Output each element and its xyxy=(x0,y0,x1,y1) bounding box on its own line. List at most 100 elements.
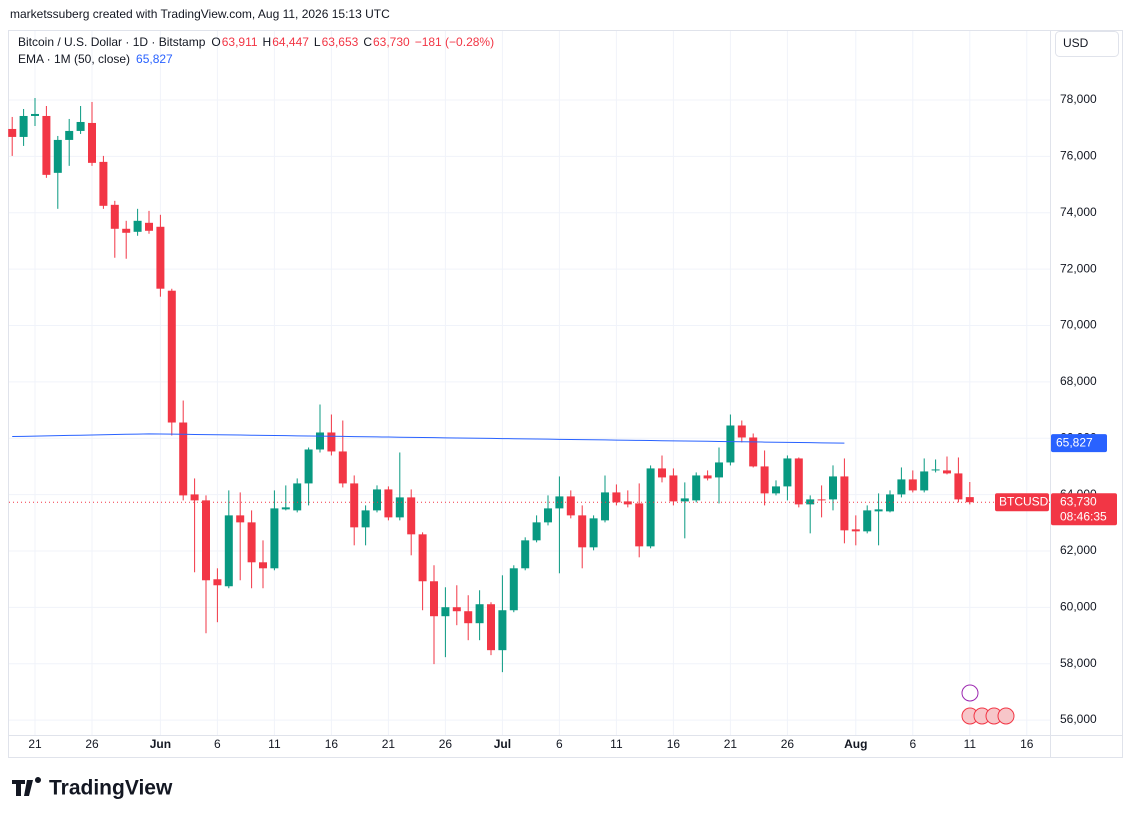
candle-body xyxy=(817,499,826,501)
currency-button[interactable] xyxy=(1055,31,1119,57)
x-tick-label: 16 xyxy=(667,737,681,751)
candle-body xyxy=(578,515,587,548)
candle-body xyxy=(42,115,51,175)
symbol-tag xyxy=(995,493,1049,512)
ohlc-value: 63,653 xyxy=(322,35,359,49)
y-tick-label: 78,000 xyxy=(1060,92,1097,106)
x-tick-label: 6 xyxy=(909,737,916,751)
x-tick-label: 6 xyxy=(214,737,221,751)
candle-body xyxy=(703,475,712,479)
candle-body xyxy=(407,497,416,535)
x-tick-label: 26 xyxy=(439,737,453,751)
logo-text: TradingView xyxy=(49,777,173,800)
x-tick-label: Jul xyxy=(494,737,511,751)
candle-body xyxy=(737,425,746,438)
last-price-label: 63,730 xyxy=(1060,494,1097,508)
candle-body xyxy=(418,534,427,582)
candle-body xyxy=(202,500,210,581)
candle-body xyxy=(65,130,74,140)
candle-body xyxy=(943,470,951,474)
candle-body xyxy=(452,607,461,612)
ohlc-key: H xyxy=(263,35,272,49)
change: −181 (−0.28%) xyxy=(415,35,494,49)
candle-body xyxy=(441,607,450,617)
candle-body xyxy=(623,501,632,505)
candle-body xyxy=(395,497,404,518)
candle-body xyxy=(327,432,336,452)
y-tick-label: 56,000 xyxy=(1060,712,1097,726)
candle-body xyxy=(190,494,199,501)
chart-frame xyxy=(8,30,1123,758)
x-tick-label: 21 xyxy=(28,737,42,751)
grid xyxy=(9,31,1050,735)
candle-body xyxy=(965,497,974,503)
candle-body xyxy=(589,518,598,548)
candle-body xyxy=(806,499,815,505)
ohlc-value: 63,730 xyxy=(373,35,410,49)
candle-body xyxy=(361,510,370,528)
y-tick-label: 62,000 xyxy=(1060,543,1097,557)
candle-body xyxy=(19,115,28,137)
candle-body xyxy=(156,226,165,289)
symbol: Bitcoin / U.S. Dollar · 1D · Bitstamp xyxy=(18,35,206,49)
candle-body xyxy=(555,496,564,509)
candle-body xyxy=(475,604,484,624)
candle-body xyxy=(509,568,518,611)
symbol-tag-label: BTCUSD xyxy=(999,494,1049,508)
countdown-label: 08:46:35 xyxy=(1060,509,1107,523)
candle-body xyxy=(532,522,541,541)
x-tick-label: 11 xyxy=(610,737,623,751)
candle-body xyxy=(167,290,176,423)
candle-body xyxy=(749,437,758,467)
credit: marketssuberg created with TradingView.c… xyxy=(10,7,390,21)
y-tick-label: 60,000 xyxy=(1060,600,1097,614)
y-tick-label: 76,000 xyxy=(1060,149,1097,163)
candle-body xyxy=(259,562,267,569)
indicator: EMA · 1M (50, close) xyxy=(18,52,130,66)
x-tick-label: Jun xyxy=(150,737,171,751)
logo-icon xyxy=(12,777,41,796)
candle-body xyxy=(464,611,473,624)
candle-body xyxy=(350,483,359,528)
candle-body xyxy=(783,458,792,487)
x-tick-label: 26 xyxy=(781,737,795,751)
y-tick-label: 68,000 xyxy=(1060,374,1097,388)
candle-body xyxy=(908,479,917,491)
indicator-value: 65,827 xyxy=(136,52,173,66)
candle-body xyxy=(179,422,188,496)
currency-label: USD xyxy=(1063,36,1089,50)
event-icon xyxy=(961,684,979,702)
candle-body xyxy=(236,515,245,523)
ohlc-value: 63,911 xyxy=(222,35,258,49)
y-tick-label: 58,000 xyxy=(1060,656,1097,670)
x-tick-label: 21 xyxy=(382,737,396,751)
candle-body xyxy=(726,425,735,463)
candle-body xyxy=(669,475,678,502)
x-tick-label: 11 xyxy=(964,737,977,751)
candle-body xyxy=(213,579,222,586)
candle-body xyxy=(99,161,108,206)
candle-body xyxy=(498,610,507,651)
candle-body xyxy=(646,468,655,547)
event-icons xyxy=(961,684,1015,725)
candle-body xyxy=(270,508,279,569)
candle-body xyxy=(794,458,803,505)
candle-body xyxy=(293,483,302,511)
x-tick-label: 11 xyxy=(268,737,281,751)
candle-body xyxy=(680,498,689,502)
candle-body xyxy=(829,476,837,500)
candle-body xyxy=(635,503,644,547)
candle-body xyxy=(692,475,701,501)
candle-body xyxy=(122,228,131,233)
candle-body xyxy=(544,508,552,523)
candle-body xyxy=(53,139,62,173)
ohlc-key: C xyxy=(363,35,372,49)
ohlc-key: O xyxy=(211,35,220,49)
candle-body xyxy=(110,204,119,229)
x-tick-label: 6 xyxy=(556,737,563,751)
ema-line xyxy=(12,433,845,444)
candle-body xyxy=(566,496,575,516)
candle-body xyxy=(920,471,929,491)
y-tick-label: 74,000 xyxy=(1060,205,1097,219)
